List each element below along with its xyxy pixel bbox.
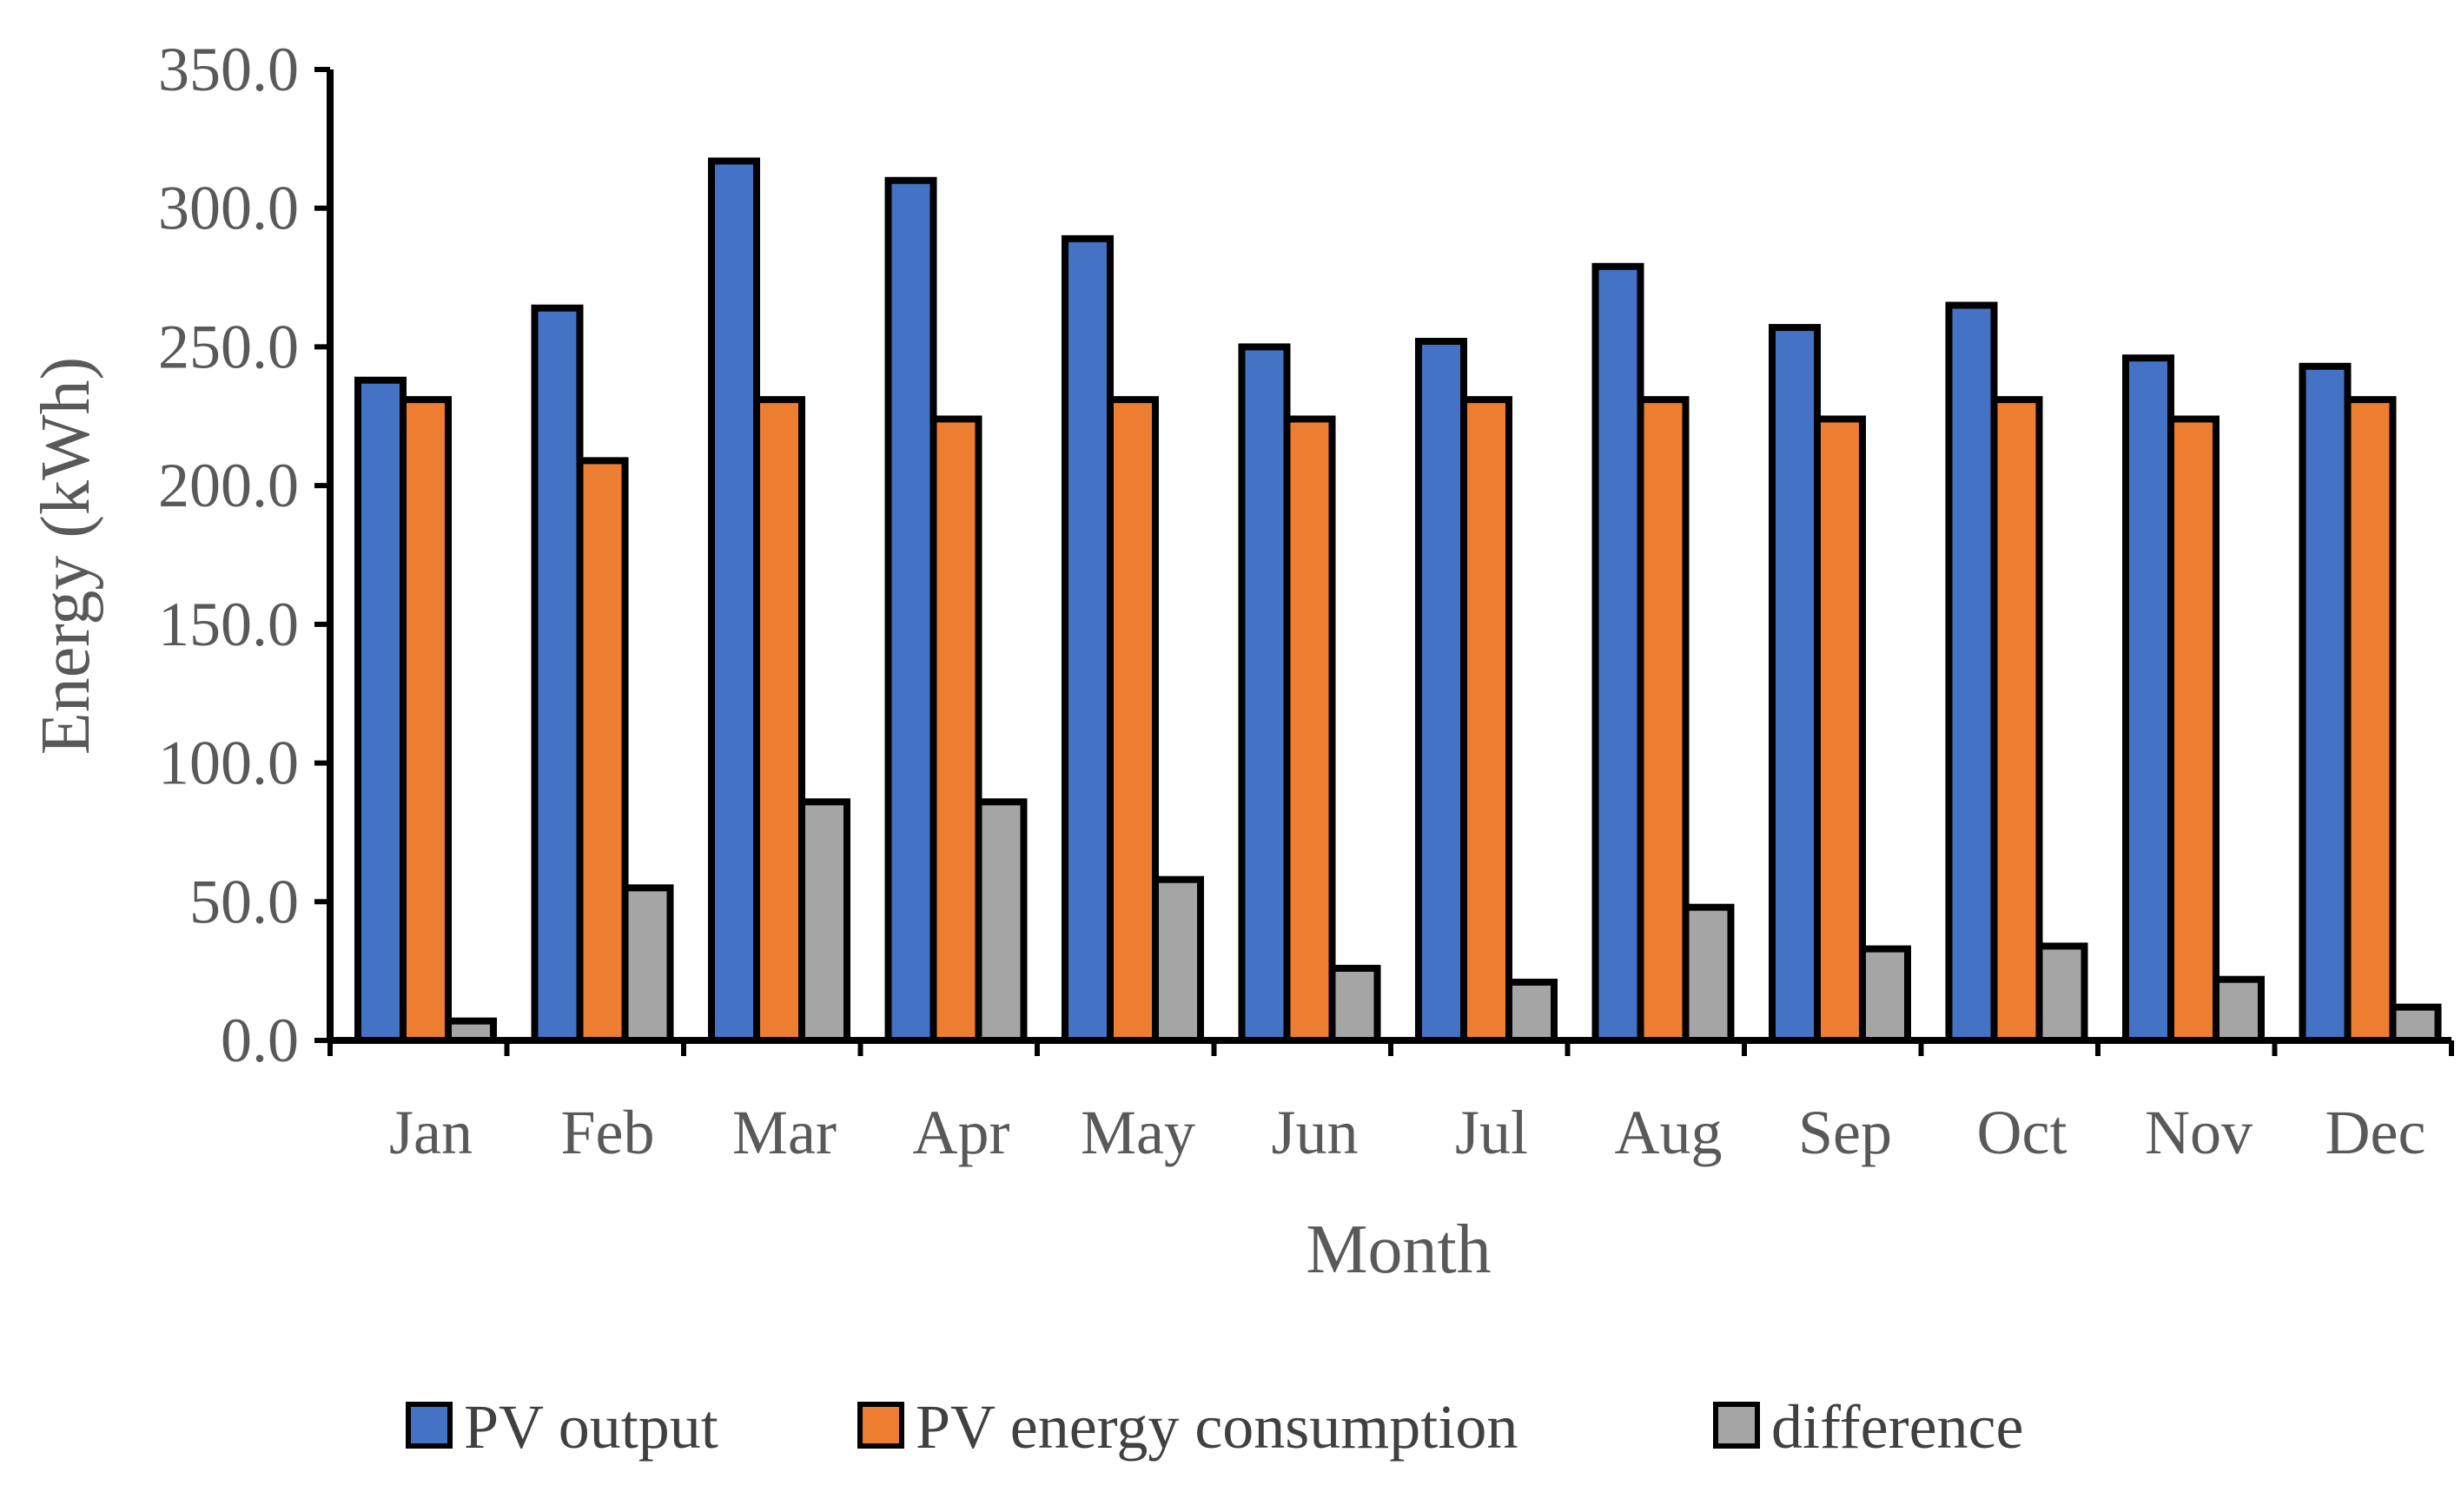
- bar-pv-output-jul: [1415, 338, 1467, 1045]
- x-tick-label-nov: Nov: [2145, 1098, 2253, 1167]
- x-tick-label-mar: Mar: [732, 1098, 837, 1167]
- x-tick-label-sep: Sep: [1798, 1098, 1892, 1167]
- bar-pv-output-oct: [1945, 301, 1998, 1044]
- bar-pv-output-mar: [708, 157, 760, 1044]
- bar-pv-energy-consumption-dec: [2344, 396, 2397, 1044]
- legend-swatch-pv-output: [406, 1402, 453, 1449]
- y-tick-label: 150.0: [158, 590, 299, 659]
- bar-difference-dec: [2389, 1003, 2442, 1045]
- y-tick-labels: 0.0 50.0 100.0 150.0 200.0 250.0 300.0 350.0: [158, 35, 299, 1075]
- bar-pv-energy-consumption-feb: [576, 457, 629, 1044]
- legend-swatch-pv-energy-consumption: [857, 1402, 904, 1449]
- x-axis-title: Month: [1306, 1212, 1491, 1288]
- bar-pv-energy-consumption-may: [1107, 396, 1159, 1044]
- legend-item-pv-output: PV output: [406, 1392, 718, 1462]
- legend-item-pv-energy-consumption: PV energy consumption: [857, 1392, 1518, 1462]
- x-tick-label-jul: Jul: [1455, 1098, 1528, 1167]
- legend-swatch-difference: [1713, 1402, 1760, 1449]
- bar-pv-output-apr: [884, 176, 937, 1044]
- x-tick-label-dec: Dec: [2325, 1098, 2426, 1167]
- axes-layer: [314, 67, 2454, 1056]
- x-tick-label-oct: Oct: [1977, 1098, 2067, 1167]
- legend-label-pv-energy-consumption: PV energy consumption: [916, 1392, 1518, 1462]
- bar-pv-output-aug: [1591, 262, 1644, 1044]
- x-tick-label-apr: Apr: [913, 1098, 1010, 1167]
- bar-pv-output-feb: [531, 304, 584, 1044]
- bar-pv-output-nov: [2122, 354, 2174, 1045]
- legend-label-pv-output: PV output: [464, 1392, 718, 1462]
- bar-pv-energy-consumption-sep: [1814, 415, 1866, 1045]
- y-tick-label: 100.0: [158, 729, 299, 798]
- y-tick-label: 300.0: [158, 174, 299, 243]
- bar-difference-jul: [1505, 978, 1558, 1045]
- bar-pv-energy-consumption-oct: [1990, 396, 2043, 1044]
- bar-difference-sep: [1859, 945, 1911, 1045]
- bar-difference-nov: [2213, 975, 2265, 1044]
- y-axis-title: Energy (kWh): [28, 357, 104, 755]
- bar-difference-jun: [1328, 964, 1381, 1045]
- y-tick-label: 50.0: [189, 867, 299, 936]
- legend: PV output PV energy consumption difference: [406, 1392, 2023, 1462]
- legend-label-difference: difference: [1771, 1392, 2023, 1462]
- bar-difference-mar: [798, 798, 850, 1044]
- x-tick-label-aug: Aug: [1615, 1098, 1723, 1167]
- bar-pv-energy-consumption-jun: [1283, 415, 1336, 1045]
- x-tick-label-feb: Feb: [561, 1098, 655, 1167]
- bar-difference-aug: [1682, 903, 1735, 1045]
- bar-pv-energy-consumption-aug: [1637, 396, 1690, 1044]
- bar-difference-apr: [975, 798, 1028, 1044]
- legend-item-difference: difference: [1713, 1392, 2023, 1462]
- bars-layer: [354, 157, 2442, 1045]
- x-tick-labels: Jan Feb Mar Apr May Jun Jul Aug Sep Oct Nov Dec: [389, 1098, 2425, 1167]
- bar-pv-output-dec: [2299, 362, 2352, 1044]
- y-tick-label: 200.0: [158, 451, 299, 520]
- bar-pv-energy-consumption-jan: [400, 396, 452, 1044]
- bar-pv-output-may: [1062, 234, 1114, 1044]
- y-tick-label: 250.0: [158, 312, 299, 381]
- bar-difference-oct: [2035, 942, 2088, 1044]
- bar-pv-output-jan: [354, 376, 407, 1044]
- bar-pv-output-jun: [1238, 343, 1291, 1044]
- bar-pv-energy-consumption-nov: [2167, 415, 2220, 1045]
- x-tick-label-may: May: [1081, 1098, 1195, 1167]
- bar-pv-energy-consumption-apr: [929, 415, 982, 1045]
- bar-difference-feb: [621, 884, 674, 1044]
- bar-pv-output-sep: [1769, 324, 1821, 1045]
- y-tick-label: 0.0: [221, 1006, 299, 1075]
- x-tick-label-jun: Jun: [1271, 1098, 1358, 1167]
- bar-difference-may: [1152, 875, 1204, 1045]
- bar-pv-energy-consumption-jul: [1460, 396, 1512, 1044]
- x-tick-label-jan: Jan: [389, 1098, 473, 1167]
- y-tick-label: 350.0: [158, 35, 299, 104]
- bar-pv-energy-consumption-mar: [753, 396, 805, 1044]
